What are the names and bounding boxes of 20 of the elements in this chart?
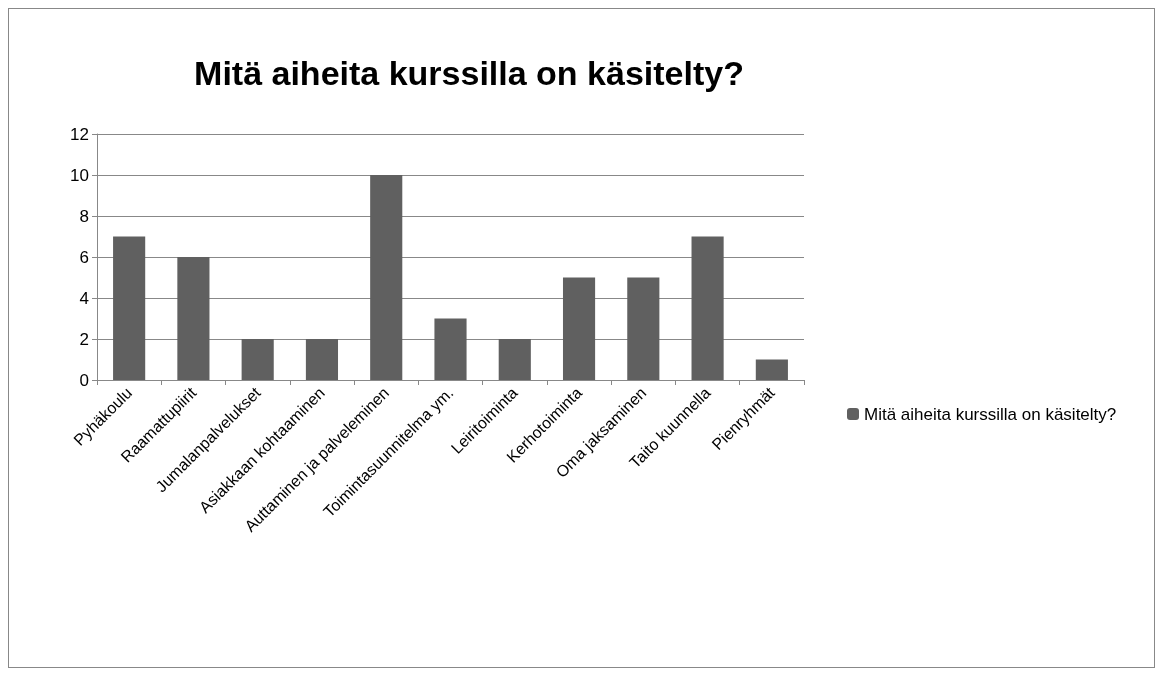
bar [370, 175, 403, 380]
bar [627, 277, 660, 380]
bar [241, 339, 274, 380]
legend-label: Mitä aiheita kurssilla on käsitelty? [864, 404, 1117, 424]
bar [434, 318, 467, 380]
y-tick-label: 8 [79, 206, 89, 226]
y-tick-label: 4 [79, 288, 89, 308]
bar [113, 236, 146, 380]
y-tick-label: 0 [79, 370, 89, 390]
y-tick-label: 12 [70, 124, 89, 144]
y-tick-label: 6 [79, 247, 89, 267]
bar [691, 236, 724, 380]
bar [177, 257, 210, 380]
bar [498, 339, 531, 380]
bar [305, 339, 339, 380]
y-tick-label: 10 [70, 165, 89, 185]
chart-title: Mitä aiheita kurssilla on käsitelty? [194, 54, 744, 92]
bar [562, 277, 596, 380]
y-tick-label: 2 [79, 329, 89, 349]
bar [755, 359, 788, 380]
